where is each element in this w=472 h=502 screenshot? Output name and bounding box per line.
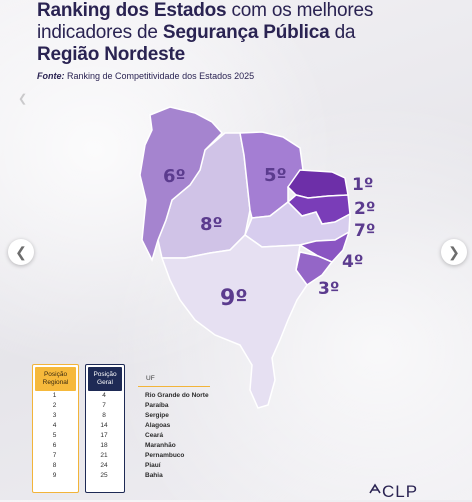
table-cell: 25 xyxy=(100,472,108,479)
rank-label-alagoas: 4º xyxy=(342,252,363,272)
table-cell: 7 xyxy=(52,452,57,459)
table-cell: 9 xyxy=(52,472,57,479)
title-bold-1: Ranking dos Estados xyxy=(37,0,227,21)
table-cell: 5 xyxy=(52,432,57,439)
table-cell: 3 xyxy=(52,412,57,419)
state-ceara xyxy=(239,131,304,219)
chevron-right-icon: ❯ xyxy=(448,243,460,260)
chevron-left-icon: ❮ xyxy=(15,243,27,260)
title-bold-2: Segurança Pública xyxy=(162,22,330,43)
rank-label-bahia: 9º xyxy=(220,286,248,311)
state-rn xyxy=(287,169,349,199)
table-cell: Pernambuco xyxy=(145,452,185,459)
uf-divider xyxy=(138,386,210,387)
rank-label-ceara: 5º xyxy=(264,165,287,186)
uf-header: UF xyxy=(146,375,155,382)
carousel-next-button[interactable]: ❯ xyxy=(441,239,467,265)
rank-label-piaui: 8º xyxy=(200,214,223,235)
table-cell: 14 xyxy=(100,422,108,429)
title-text-2: indicadores de xyxy=(37,22,163,43)
table-cell: Sergipe xyxy=(145,412,169,419)
table-cell: Ceará xyxy=(145,432,164,439)
general-position-column: Posição Geral xyxy=(85,364,125,493)
rank-label-maranhao: 6º xyxy=(163,166,186,187)
northeast-map: 6º 5º 1º 2º 7º 8º 4º 3º 9º xyxy=(139,106,375,409)
clp-logo: CLP xyxy=(368,482,418,502)
table-cell: Piauí xyxy=(145,462,161,469)
table-cell: 24 xyxy=(100,462,108,469)
general-position-header: Posição Geral xyxy=(88,367,122,391)
faded-arrow-icon: ❮ xyxy=(18,93,28,105)
table-cell: 4 xyxy=(102,392,106,399)
table-cell: 21 xyxy=(100,452,108,459)
table-cell: 8 xyxy=(52,462,57,469)
rank-label-rn: 1º xyxy=(352,175,373,195)
table-cell: Alagoas xyxy=(145,422,171,429)
rank-label-sergipe: 3º xyxy=(318,279,339,299)
table-cell: Maranhão xyxy=(145,442,176,449)
table-cell: 7 xyxy=(102,402,106,409)
table-cell: Rio Grande do Norte xyxy=(145,392,209,399)
table-cell: 6 xyxy=(52,442,57,449)
table-cell: 2 xyxy=(52,402,57,409)
logo-mark-icon xyxy=(369,483,381,494)
title-bold-3: Região Nordeste xyxy=(37,44,185,65)
table-cell: 17 xyxy=(100,432,108,439)
regional-values: 1 2 3 4 5 6 7 8 9 xyxy=(32,391,77,481)
state-bahia xyxy=(160,234,308,409)
rank-label-pernambuco: 7º xyxy=(354,221,375,241)
table-cell: 8 xyxy=(102,412,106,419)
source-label: Fonte: xyxy=(37,71,65,81)
table-cell: 4 xyxy=(52,422,57,429)
table-cell: Bahia xyxy=(145,472,163,479)
rank-label-paraiba: 2º xyxy=(354,199,375,219)
page-title: Ranking dos Estados com os melhores indi… xyxy=(37,0,437,66)
regional-position-header: Posição Regional xyxy=(35,367,76,391)
source-text: Ranking de Competitividade dos Estados 2… xyxy=(64,71,255,81)
title-text-1: com os melhores xyxy=(226,0,374,21)
logo-text: CLP xyxy=(382,482,419,501)
table-cell: Paraíba xyxy=(145,402,169,409)
table-cell: 18 xyxy=(100,442,108,449)
table-cell: 1 xyxy=(52,392,57,399)
title-text-2b: da xyxy=(329,22,356,43)
regional-position-column: Posição Regional xyxy=(32,364,79,493)
carousel-prev-button[interactable]: ❮ xyxy=(8,239,34,265)
general-values: 4 7 8 14 17 18 21 24 25 xyxy=(85,391,123,481)
state-maranhao xyxy=(139,106,224,263)
uf-values: Rio Grande do Norte Paraíba Sergipe Alag… xyxy=(145,391,265,481)
source-caption: Fonte: Ranking de Competitividade dos Es… xyxy=(37,71,254,81)
